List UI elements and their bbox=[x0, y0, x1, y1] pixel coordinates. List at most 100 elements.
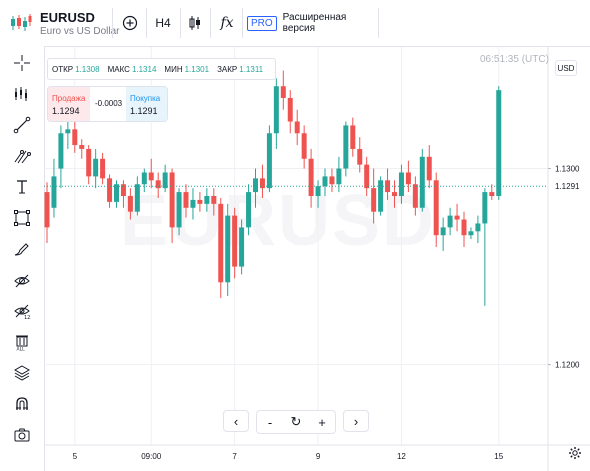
close-value: 1.1311 bbox=[239, 64, 264, 74]
candle-body bbox=[218, 203, 224, 283]
text-tool-button[interactable] bbox=[8, 174, 36, 200]
candle-body bbox=[120, 184, 126, 197]
candle-body bbox=[329, 176, 335, 185]
pattern-icon bbox=[14, 210, 30, 226]
candle-body bbox=[454, 215, 460, 220]
candle-body bbox=[253, 178, 258, 193]
toolbar-divider bbox=[210, 8, 211, 38]
candle-body bbox=[225, 215, 231, 283]
toolbar-divider bbox=[180, 8, 181, 38]
candle-body bbox=[489, 192, 495, 197]
zoom-in-button[interactable]: + bbox=[309, 411, 335, 433]
candle-body bbox=[204, 196, 210, 204]
ohlc-legend: ОТКР 1.1308 МАКС 1.1314 МИН 1.1301 ЗАКР … bbox=[47, 58, 277, 80]
symbol-description[interactable]: Euro vs US Dollar bbox=[40, 26, 120, 37]
fx-icon: fx bbox=[220, 15, 234, 31]
candle-body bbox=[259, 178, 265, 189]
zoom-out-button[interactable]: - bbox=[257, 411, 283, 433]
candle-body bbox=[169, 172, 175, 228]
svg-text:ALL: ALL bbox=[17, 347, 26, 352]
add-symbol-button[interactable] bbox=[118, 8, 142, 38]
top-toolbar: EURUSD Euro vs US Dollar H4 fx PRO Расши… bbox=[0, 0, 590, 47]
scroll-right-button[interactable]: › bbox=[343, 410, 369, 432]
brush-icon bbox=[14, 243, 29, 256]
candle-body bbox=[350, 125, 356, 149]
chart-navigation: ‹ - ↻ + › bbox=[223, 410, 369, 434]
trendline-tool-button[interactable] bbox=[8, 112, 36, 138]
candle-body bbox=[58, 133, 64, 169]
hide-drawings-icon: 123 bbox=[14, 304, 31, 320]
sell-price: 1.1294 bbox=[52, 106, 80, 116]
chart-type-button[interactable] bbox=[184, 8, 206, 38]
candle-body bbox=[232, 215, 238, 267]
candle-body bbox=[301, 133, 307, 159]
currency-button[interactable]: USD bbox=[555, 60, 577, 76]
candle-body bbox=[405, 172, 411, 185]
utc-clock[interactable]: 06:51:35 (UTC) bbox=[480, 54, 549, 65]
toolbar-divider bbox=[242, 8, 243, 38]
candle-body bbox=[294, 121, 300, 134]
sell-button[interactable]: Продажа 1.1294 bbox=[48, 87, 90, 121]
candle-body bbox=[287, 97, 293, 122]
candle-body bbox=[246, 192, 252, 228]
low-value: 1.1301 bbox=[184, 64, 210, 74]
magnet-icon bbox=[16, 397, 28, 410]
camera-icon bbox=[14, 428, 30, 442]
candle-body bbox=[155, 180, 161, 189]
x-tick-label: 09:00 bbox=[141, 452, 162, 461]
pro-version-label: Расширенная версия bbox=[282, 12, 347, 34]
layers-button[interactable] bbox=[8, 360, 36, 386]
candle-body bbox=[461, 219, 467, 236]
candle-body bbox=[475, 223, 481, 232]
candle-body bbox=[51, 176, 57, 208]
pro-version-button[interactable]: PRO Расширенная версия bbox=[247, 8, 375, 38]
candle-body bbox=[433, 180, 439, 236]
candle-body bbox=[86, 148, 92, 177]
last-price-label: 1.1291 bbox=[555, 182, 580, 191]
candle-body bbox=[183, 192, 189, 208]
brush-tool-button[interactable] bbox=[8, 236, 36, 262]
indicators-tool-button[interactable] bbox=[8, 81, 36, 107]
candle-body bbox=[148, 172, 154, 181]
screenshot-button[interactable] bbox=[8, 422, 36, 448]
candle-body bbox=[190, 199, 196, 208]
fib-tool-button[interactable] bbox=[8, 143, 36, 169]
measure-tool-button[interactable] bbox=[8, 267, 36, 293]
magnet-button[interactable] bbox=[8, 391, 36, 417]
reset-chart-button[interactable]: ↻ bbox=[283, 411, 309, 433]
pattern-tool-button[interactable] bbox=[8, 205, 36, 231]
candle-body bbox=[93, 158, 99, 177]
interval-button[interactable]: H4 bbox=[155, 16, 171, 30]
candle-body bbox=[273, 86, 279, 134]
fib-icon bbox=[14, 150, 31, 164]
crosshair-tool-button[interactable] bbox=[8, 50, 36, 76]
x-tick-label: 12 bbox=[397, 452, 406, 461]
hide-drawings-button[interactable]: 123 bbox=[8, 298, 36, 324]
candle-body bbox=[496, 90, 502, 197]
drawing-toolbar: 123 ALL bbox=[0, 46, 45, 471]
candle-body bbox=[468, 231, 474, 236]
candle-body bbox=[315, 186, 321, 197]
candle-body bbox=[197, 199, 203, 204]
candle-body bbox=[322, 176, 328, 187]
candle-body bbox=[364, 164, 370, 189]
delete-all-button[interactable]: ALL bbox=[8, 329, 36, 355]
symbol-name[interactable]: EURUSD bbox=[40, 10, 95, 25]
candle-body bbox=[127, 196, 133, 212]
indicators-fx-button[interactable]: fx bbox=[214, 8, 240, 38]
candle-body bbox=[440, 227, 446, 236]
candle-body bbox=[412, 184, 418, 208]
candle-body bbox=[65, 129, 71, 134]
toolbar-divider bbox=[112, 8, 113, 38]
toolbar-divider bbox=[146, 8, 147, 38]
buy-label: Покупка bbox=[130, 94, 161, 103]
gear-icon[interactable] bbox=[568, 446, 582, 465]
scroll-left-button[interactable]: ‹ bbox=[223, 410, 249, 432]
candle-body bbox=[107, 178, 113, 202]
candle-body bbox=[114, 184, 119, 202]
open-value: 1.1308 bbox=[75, 64, 100, 74]
buy-button[interactable]: Покупка 1.1291 bbox=[126, 87, 167, 121]
delete-all-icon: ALL bbox=[16, 335, 28, 352]
